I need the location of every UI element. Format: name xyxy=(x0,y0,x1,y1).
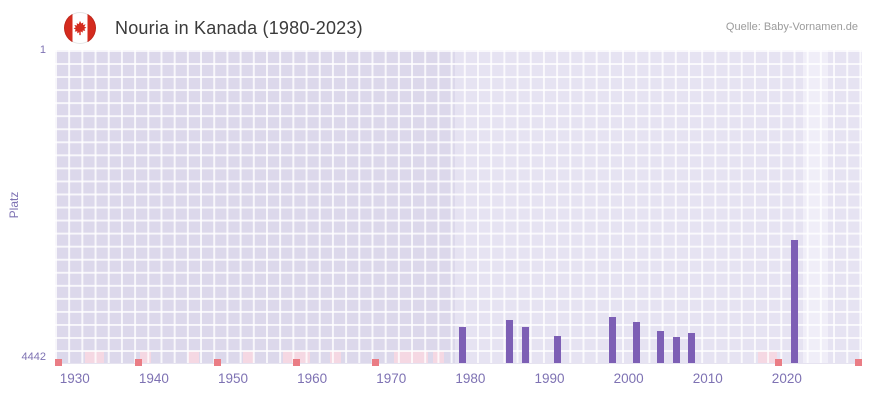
x-axis-tick: 2000 xyxy=(613,371,644,386)
page-title: Nouria in Kanada (1980-2023) xyxy=(115,17,363,38)
unranked-marker xyxy=(55,359,63,366)
x-axis-tick: 1930 xyxy=(59,371,90,386)
x-axis-tick: 1960 xyxy=(297,371,328,386)
x-axis-tick: 2010 xyxy=(692,371,723,386)
x-axis-tick: 1950 xyxy=(217,371,249,386)
maple-leaf-icon xyxy=(73,20,87,36)
rank-bar[interactable] xyxy=(688,333,696,363)
rank-bar[interactable] xyxy=(506,319,514,363)
rank-bar[interactable] xyxy=(458,326,466,363)
x-axis-ticks: 1930 1940 1950 1960 1970 1980 1990 2000 2010 2020 xyxy=(55,371,862,389)
unranked-marker xyxy=(213,359,221,366)
rank-bar[interactable] xyxy=(553,336,561,363)
x-axis-tick: 1940 xyxy=(138,371,169,386)
x-axis-tick: 1990 xyxy=(534,371,565,386)
unranked-marker xyxy=(854,359,862,366)
canada-flag-icon xyxy=(64,12,96,44)
x-axis-tick: 1980 xyxy=(455,371,486,386)
rank-bar[interactable] xyxy=(672,336,680,363)
source-attribution: Quelle: Baby-Vornamen.de xyxy=(725,21,858,33)
rank-bar[interactable] xyxy=(633,321,640,363)
plot-area xyxy=(55,50,862,366)
chart-header: Nouria in Kanada (1980-2023) xyxy=(64,12,363,44)
rank-bar[interactable] xyxy=(609,317,617,363)
unranked-marker xyxy=(292,359,300,366)
rank-bar[interactable] xyxy=(791,240,799,363)
unranked-markers-layer xyxy=(55,50,862,366)
unranked-marker xyxy=(371,359,379,366)
x-axis-tick: 2020 xyxy=(771,371,802,386)
rank-bar[interactable] xyxy=(522,326,530,363)
y-axis-label: Platz xyxy=(7,191,21,219)
bars-layer xyxy=(55,50,862,363)
unranked-marker xyxy=(775,359,783,366)
y-axis-tick-max: 1 xyxy=(39,44,46,56)
y-axis-tick-min: 4442 xyxy=(21,351,46,363)
x-axis-tick: 1970 xyxy=(376,371,407,386)
unranked-marker xyxy=(134,359,142,366)
rank-bar[interactable] xyxy=(656,331,664,363)
